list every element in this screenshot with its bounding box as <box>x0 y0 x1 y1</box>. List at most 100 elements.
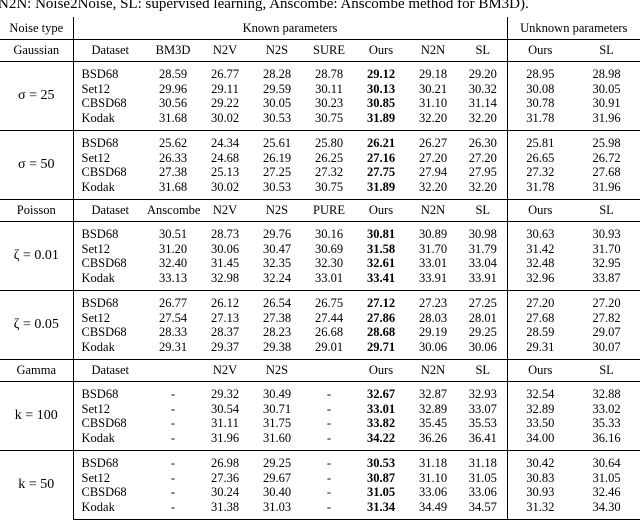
value-cell: 29.18 <box>418 67 448 81</box>
method-header: SL <box>573 199 640 222</box>
value-cell: 30.53 <box>262 110 292 125</box>
value-cell: - <box>326 430 332 445</box>
value-cell: 27.25 <box>262 165 292 179</box>
value-cell: 30.51 <box>158 227 188 241</box>
value-cell: 27.20 <box>506 290 574 311</box>
value-cell: 28.37 <box>210 325 240 339</box>
value-cell: 30.24 <box>210 485 240 499</box>
value-cell: 30.06 <box>468 339 497 354</box>
value-cell: 31.70 <box>592 241 621 256</box>
section-name: Poisson <box>0 199 73 222</box>
value-cell: 30.02 <box>210 179 240 194</box>
value-cell: 28.73 <box>210 227 240 241</box>
value-cell: 31.79 <box>468 241 497 256</box>
dataset-name: CBSD68 <box>72 485 147 500</box>
method-header: N2N <box>407 199 459 222</box>
value-cell: 31.78 <box>506 179 574 200</box>
method-header: N2V <box>199 199 251 222</box>
value-cell: 32.20 <box>468 179 497 194</box>
value-cell: 32.95 <box>592 256 621 270</box>
value-cell: 30.16 <box>314 227 344 241</box>
dataset-header: Dataset <box>72 359 147 382</box>
value-cell: 27.20 <box>573 290 640 311</box>
value-cell: 24.68 <box>210 150 240 165</box>
value-cell: 30.71 <box>262 401 292 416</box>
dataset-name: BSD68 <box>72 130 147 151</box>
value-cell: 27.23 <box>407 290 459 311</box>
results-table: Noise type Known parameters Unknown parame… <box>0 17 640 520</box>
value-cell: 33.13 <box>158 270 188 285</box>
value-cell: 25.13 <box>210 165 240 179</box>
table-row: k = 50 BSD68-26.98 29.25-30.53 31.18 31.18 30… <box>0 450 640 520</box>
method-header: SL <box>459 359 508 382</box>
value-cell: 36.26 <box>418 430 448 445</box>
value-cell: 28.33 <box>158 325 188 339</box>
value-cell: 30.53 <box>355 450 407 471</box>
value-cell: 32.46 <box>592 485 621 499</box>
value-cell: 26.77 <box>147 290 199 311</box>
value-cell: 29.20 <box>468 67 497 81</box>
method-header: N2S <box>251 39 303 62</box>
table-row: CBSD68 32.40 31.45 32.35 32.30 32.61 33.01 33.0… <box>0 256 640 271</box>
value-cell: 32.48 <box>506 256 574 271</box>
method-header: Ours <box>355 199 407 222</box>
value-cell: 26.65 <box>506 150 574 165</box>
value-cell: 33.50 <box>506 416 574 431</box>
dataset-name: BSD68 <box>72 61 147 82</box>
value-cell: 27.54 <box>158 310 188 325</box>
group-label: ζ = 0.05 <box>0 290 73 360</box>
value-cell: 27.82 <box>592 310 621 325</box>
value-cell: 30.21 <box>418 81 448 96</box>
value-cell: 32.30 <box>314 256 344 270</box>
value-cell: 27.32 <box>506 165 574 180</box>
value-cell: 27.25 <box>459 290 508 311</box>
value-cell: 31.58 <box>366 241 396 256</box>
value-cell: 30.75 <box>314 179 344 194</box>
value-cell: 31.05 <box>592 470 621 485</box>
value-cell: 36.16 <box>592 430 621 445</box>
value-cell: 32.87 <box>418 387 448 401</box>
table-row: k = 100 BSD68-29.32 30.49-32.67 32.87 32.93 3… <box>0 381 640 451</box>
value-cell: 33.01 <box>418 256 448 270</box>
header-cell: Noise type <box>9 20 64 35</box>
value-cell: - <box>326 485 332 499</box>
value-cell: 33.82 <box>366 416 396 430</box>
value-cell: 26.72 <box>592 150 621 165</box>
value-cell: 30.53 <box>262 179 292 194</box>
value-cell: 30.93 <box>592 227 621 241</box>
value-cell: 30.13 <box>366 81 396 96</box>
method-header: Ours <box>355 39 407 62</box>
value-cell: 30.98 <box>468 227 497 241</box>
dataset-name: BSD68 <box>72 381 147 402</box>
method-header: N2V <box>199 39 251 62</box>
method-header: N2N <box>407 39 459 62</box>
value-cell: 30.75 <box>314 110 344 125</box>
dataset-name: Kodak <box>72 270 147 291</box>
value-cell: 29.96 <box>158 81 188 96</box>
value-cell: 31.89 <box>366 179 396 194</box>
value-cell: 31.05 <box>366 485 396 499</box>
value-cell: 29.07 <box>592 325 621 339</box>
value-cell: 26.54 <box>251 290 303 311</box>
value-cell: 30.78 <box>506 96 574 111</box>
dataset-name: Set12 <box>72 241 147 256</box>
caption: N2N: Noise2Noise, SL: supervised learnin… <box>0 0 529 12</box>
value-cell: 30.69 <box>314 241 344 256</box>
section-name: Gaussian <box>0 39 73 62</box>
value-cell: 33.41 <box>366 270 396 285</box>
value-cell: 31.96 <box>210 430 240 445</box>
table-row: Kodak 29.31 29.37 29.38 29.01 29.71 30.06 30.06… <box>0 339 640 360</box>
table-row: Noise type Known parameters Unknown parame… <box>0 17 640 40</box>
method-header: Ours <box>506 199 574 222</box>
value-cell: 26.98 <box>199 450 251 471</box>
value-cell: 25.80 <box>303 130 355 151</box>
value-cell: - <box>170 485 176 499</box>
method-header <box>147 359 199 382</box>
group-label: k = 50 <box>0 450 73 520</box>
value-cell: 33.06 <box>468 485 497 499</box>
group-label: k = 100 <box>0 381 73 451</box>
value-cell: 26.12 <box>199 290 251 311</box>
method-header: Anscombe <box>147 199 200 222</box>
value-cell: 31.70 <box>418 241 448 256</box>
value-cell: 31.14 <box>468 96 497 110</box>
